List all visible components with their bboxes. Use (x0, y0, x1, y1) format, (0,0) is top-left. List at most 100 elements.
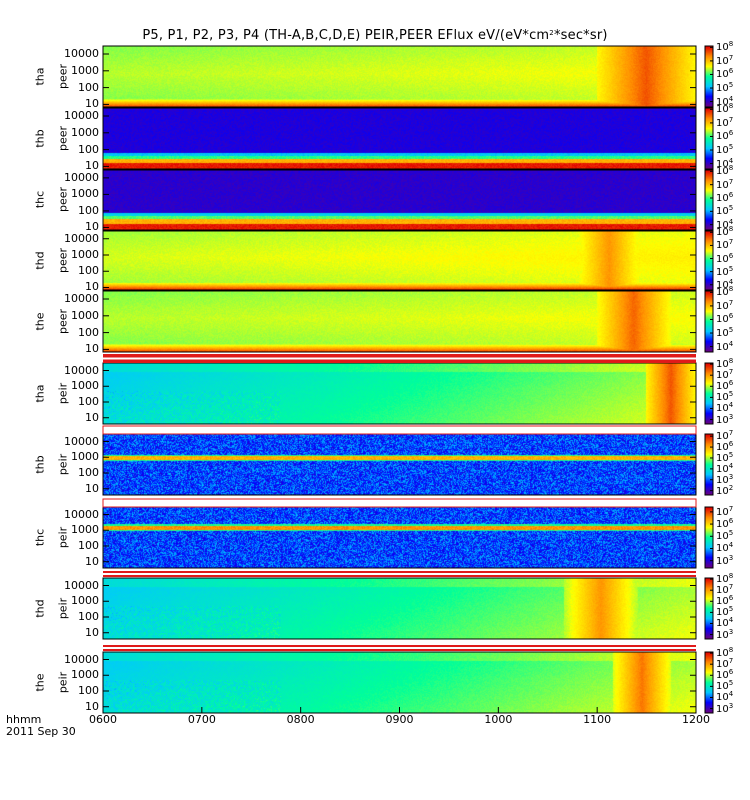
x-tick-label: 0900 (385, 713, 414, 726)
y-tick-label: 100 (78, 325, 99, 339)
x-tick-label: 1100 (583, 713, 612, 726)
y-tick-label: 10000 (64, 292, 99, 305)
heatmap-the-peir (103, 652, 696, 713)
plot-title-exponent: 2 (549, 29, 554, 37)
plot-title-suffix: *sec*sr) (553, 28, 608, 43)
colorbar-tick-label: 106 (716, 440, 734, 454)
heatmap-tha-peir (103, 363, 696, 424)
colorbar-tick-label: 108 (716, 40, 734, 54)
heatmap-thb-peer (103, 108, 696, 169)
y-tick-label: 100 (78, 609, 99, 623)
y-tick-label: 1000 (71, 523, 99, 537)
colorbar (705, 652, 713, 713)
panel-probe-label: thc (33, 528, 47, 546)
colorbar-tick-label: 104 (716, 277, 734, 291)
colorbar-tick-label: 104 (716, 94, 734, 108)
colorbar (705, 231, 713, 290)
x-tick-label: 1200 (682, 713, 710, 726)
colorbar-tick-label: 104 (716, 339, 734, 353)
panel-probe-label: thc (33, 190, 47, 209)
plot-title-prefix: P5, P1, P2, P3, P4 (TH-A,B,C,D,E) PEIR,P… (142, 28, 550, 43)
colorbar-tick-label: 104 (716, 401, 734, 415)
colorbar-tick-label: 103 (716, 627, 734, 641)
colorbar-tick-label: 106 (716, 517, 734, 531)
colorbar-tick-label: 106 (716, 129, 734, 143)
x-tick-label: 0700 (187, 713, 216, 726)
colorbar-tick-label: 107 (716, 583, 734, 597)
y-tick-label: 1000 (71, 668, 99, 682)
plot-title: P5, P1, P2, P3, P4 (TH-A,B,C,D,E) PEIR,P… (0, 28, 750, 43)
flag-bar (103, 645, 696, 651)
colorbar-tick-label: 107 (716, 238, 734, 252)
colorbar-tick-label: 108 (716, 225, 734, 239)
heatmap-the-peer (103, 291, 696, 352)
colorbar-tick-label: 107 (716, 429, 734, 443)
colorbar-tick-label: 107 (716, 177, 734, 191)
panel-probe-label: the (33, 311, 47, 331)
colorbar-tick-label: 105 (716, 529, 734, 543)
y-tick-label: 10000 (64, 578, 99, 592)
x-tick-label: 0600 (89, 713, 117, 726)
colorbar-tick-label: 106 (716, 379, 734, 393)
y-tick-label: 100 (78, 394, 99, 408)
colorbar-tick-label: 104 (716, 541, 734, 555)
colorbar-tick-label: 105 (716, 679, 734, 693)
y-tick-label: 10000 (64, 363, 99, 377)
panel-probe-label: thb (33, 128, 47, 148)
colorbar-tick-label: 107 (716, 298, 734, 312)
panel-probe-label: tha (33, 383, 47, 403)
colorbar-tick-label: 103 (716, 412, 734, 426)
y-tick-label: 10 (85, 699, 99, 713)
colorbar-tick-label: 105 (716, 390, 734, 404)
colorbar (705, 170, 713, 230)
y-tick-label: 10 (85, 159, 99, 173)
y-tick-label: 10 (85, 481, 99, 495)
y-tick-label: 100 (78, 465, 99, 479)
colorbar-tick-label: 106 (716, 594, 734, 608)
y-tick-label: 10000 (64, 47, 99, 60)
panel-probe-label: thd (33, 250, 47, 270)
x-tick-label: 1000 (484, 713, 513, 726)
colorbar-tick-label: 105 (716, 81, 734, 95)
colorbar (705, 108, 713, 169)
y-tick-label: 10 (85, 280, 99, 294)
colorbar-tick-label: 104 (716, 461, 734, 475)
colorbar-tick-label: 106 (716, 312, 734, 326)
y-tick-label: 10 (85, 625, 99, 639)
y-tick-label: 10000 (64, 109, 99, 122)
colorbar-tick-label: 105 (716, 143, 734, 157)
colorbar-tick-label: 107 (716, 504, 734, 518)
colorbar-tick-label: 104 (716, 616, 734, 630)
colorbar-tick-label: 108 (716, 572, 734, 586)
y-tick-label: 10000 (64, 652, 99, 666)
y-tick-label: 10 (85, 97, 99, 111)
flag-bar-line (103, 357, 696, 360)
colorbar-tick-label: 107 (716, 657, 734, 671)
y-tick-label: 1000 (71, 594, 99, 608)
colorbar-tick-label: 106 (716, 67, 734, 81)
colorbar-tick-label: 104 (716, 690, 734, 704)
panel-probe-label: thb (33, 454, 47, 474)
panel-probe-label: tha (33, 66, 47, 86)
y-tick-label: 1000 (71, 308, 99, 322)
colorbar-tick-label: 105 (716, 326, 734, 340)
colorbar-tick-label: 104 (716, 156, 734, 170)
date-label: 2011 Sep 30 (6, 725, 76, 738)
y-tick-label: 100 (78, 538, 99, 552)
y-tick-label: 10000 (64, 170, 99, 184)
colorbar-tick-label: 105 (716, 264, 734, 278)
y-tick-label: 1000 (71, 247, 99, 261)
colorbar (705, 291, 713, 352)
y-tick-label: 100 (78, 80, 99, 94)
colorbar-tick-label: 106 (716, 668, 734, 682)
y-tick-label: 1000 (71, 379, 99, 393)
colorbar-tick-label: 105 (716, 450, 734, 464)
y-tick-label: 1000 (71, 63, 99, 77)
colorbar-tick-label: 108 (716, 357, 734, 371)
colorbar-tick-label: 108 (716, 164, 734, 178)
y-tick-label: 10 (85, 410, 99, 424)
x-axis-label: hhmm (6, 713, 42, 726)
y-tick-label: 1000 (71, 125, 99, 139)
y-tick-label: 100 (78, 264, 99, 278)
